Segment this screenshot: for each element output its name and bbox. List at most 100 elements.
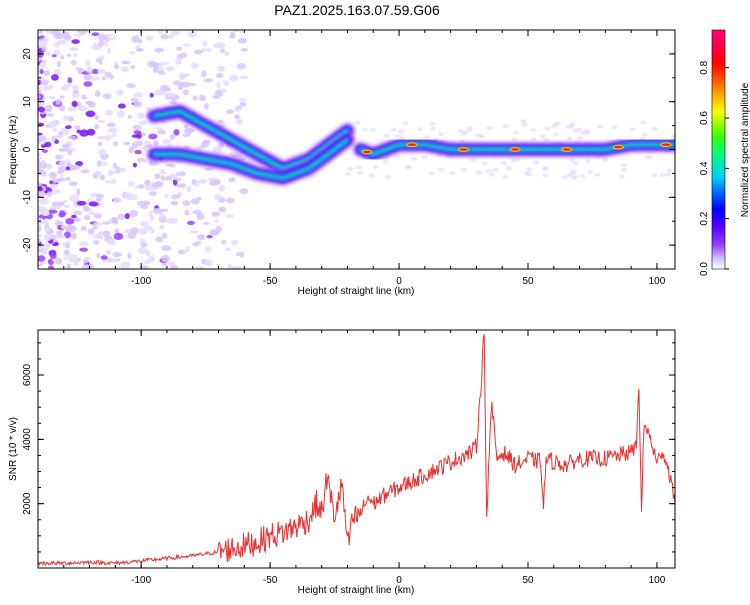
spectrogram-noise-blob (133, 92, 144, 98)
spectrogram-noise-blob (191, 178, 197, 186)
snr-x-tick-label: -50 (263, 575, 278, 586)
spectrogram-noise-blob (159, 91, 168, 95)
spectrogram-noise-blob (38, 224, 42, 233)
spectrogram-noise-blob (640, 120, 647, 125)
spectrogram-noise-blob (466, 127, 473, 132)
spectrogram-noise-blob (79, 129, 89, 137)
spectrogram-noise-blob (94, 114, 99, 120)
spectrogram-noise-blob (502, 175, 509, 180)
spectrogram-noise-blob (579, 174, 586, 179)
spectrogram-noise-blob (63, 204, 70, 209)
spectrogram-noise-blob (175, 57, 182, 65)
spectrogram-noise-blob (111, 217, 118, 224)
spectrogram-noise-blob (48, 95, 56, 100)
spectrogram-noise-blob (226, 197, 235, 204)
spectrogram-noise-blob (160, 84, 170, 92)
spectrogram-noise-blob (149, 92, 154, 98)
spectrogram-noise-blob (107, 47, 112, 54)
spectrogram-noise-blob (641, 132, 648, 137)
spectrogram-noise-blob (144, 184, 155, 191)
spectrogram-noise-blob (572, 174, 579, 179)
spectrogram-noise-blob (120, 261, 130, 269)
spectrogram-noise-blob (41, 46, 47, 52)
spectrogram-noise-blob (177, 249, 186, 255)
spectrogram-noise-blob (196, 145, 204, 151)
spectrogram-y-axis-label: Frequency (Hz) (8, 116, 19, 185)
spectrogram-noise-blob (199, 178, 207, 184)
spectrogram-noise-blob (39, 69, 44, 75)
spectrogram-noise-blob (97, 39, 104, 47)
spectrogram-noise-blob (224, 51, 230, 57)
spectrogram-noise-blob (629, 127, 636, 132)
spectrogram-y-tick-label: 20 (22, 48, 33, 60)
spectrogram-noise-blob (220, 88, 227, 93)
spectrogram-noise-blob (533, 160, 540, 165)
spectrogram-noise-blob (183, 124, 189, 129)
spectrogram-noise-blob (621, 167, 628, 172)
spectrogram-noise-blob (94, 124, 100, 130)
spectrogram-x-axis-label: Height of straight line (km) (298, 286, 415, 297)
spectrogram-noise-blob (73, 33, 83, 37)
spectrogram-noise-blob (117, 213, 125, 220)
spectrogram-noise-blob (382, 159, 389, 164)
spectrogram-noise-blob (618, 174, 625, 179)
spectrogram-noise-blob (587, 169, 594, 174)
spectrogram-noise-blob (561, 175, 568, 180)
spectrogram-noise-blob (114, 64, 119, 70)
spectrogram-noise-blob (161, 232, 168, 239)
spectrogram-noise-blob (157, 64, 164, 72)
spectrogram-noise-blob (505, 166, 512, 171)
spectrogram-noise-blob (85, 100, 93, 105)
spectrogram-noise-blob (58, 147, 69, 152)
spectrogram-noise-blob (54, 134, 64, 139)
spectrogram-noise-blob (38, 182, 43, 187)
spectrogram-noise-blob (485, 168, 492, 173)
spectrogram-noise-blob (110, 178, 117, 185)
spectrogram-noise-blob (390, 127, 397, 132)
spectrogram-noise-blob (148, 133, 158, 140)
spectrogram-noise-blob (92, 233, 102, 239)
spectrogram-peak (361, 149, 373, 155)
spectrogram-noise-blob (601, 157, 608, 162)
spectrogram-noise-blob (203, 221, 210, 225)
spectrogram-noise-blob (72, 217, 81, 222)
spectrogram-noise-blob (383, 133, 390, 138)
spectrogram-noise-blob (94, 171, 102, 176)
spectrogram-noise-blob (128, 210, 138, 218)
spectrogram-noise-blob (160, 168, 165, 173)
spectrogram-noise-blob (158, 212, 165, 218)
spectrogram-noise-blob (127, 114, 132, 119)
spectrogram-noise-blob (369, 128, 376, 133)
spectrogram-noise-blob (132, 124, 142, 131)
spectrogram-y-ticks: -20 -10 0 10 20 (22, 29, 675, 270)
spectrogram-noise-blob (196, 196, 202, 201)
spectrogram-noise-blob (239, 102, 247, 108)
spectrogram-noise-blob (183, 89, 189, 96)
spectrogram-noise-blob (38, 233, 42, 238)
spectrogram-noise-blob (385, 174, 392, 179)
spectrogram-noise-blob (40, 250, 47, 256)
spectrogram-noise-blob (421, 155, 428, 160)
spectrogram-noise-blob (192, 95, 198, 101)
spectrogram-noise-blob (204, 259, 213, 267)
spectrogram-noise-blob (166, 92, 176, 98)
spectrogram-noise-blob (165, 176, 172, 181)
spectrogram-noise-blob (164, 193, 169, 199)
spectrogram-noise-blob (511, 137, 518, 142)
spectrogram-noise-blob (213, 42, 224, 49)
spectrogram-noise-blob (50, 188, 61, 195)
snr-x-ticks: -100 -50 0 50 100 (37, 330, 666, 586)
spectrogram-noise-blob (54, 49, 61, 55)
spectrogram-y-tick-label: -10 (22, 190, 33, 205)
spectrogram-noise-blob (71, 100, 78, 107)
spectrogram-noise-blob (51, 54, 57, 58)
spectrogram-noise-blob (131, 134, 141, 138)
spectrogram-noise-blob (67, 106, 77, 112)
spectrogram-noise-blob (147, 60, 156, 68)
spectrogram-noise-blob (525, 172, 532, 177)
spectrogram-noise-blob (38, 30, 44, 35)
spectrogram-noise-blob (109, 74, 114, 80)
spectrogram-noise-blob (180, 52, 188, 58)
spectrogram-noise-blob (157, 129, 167, 135)
